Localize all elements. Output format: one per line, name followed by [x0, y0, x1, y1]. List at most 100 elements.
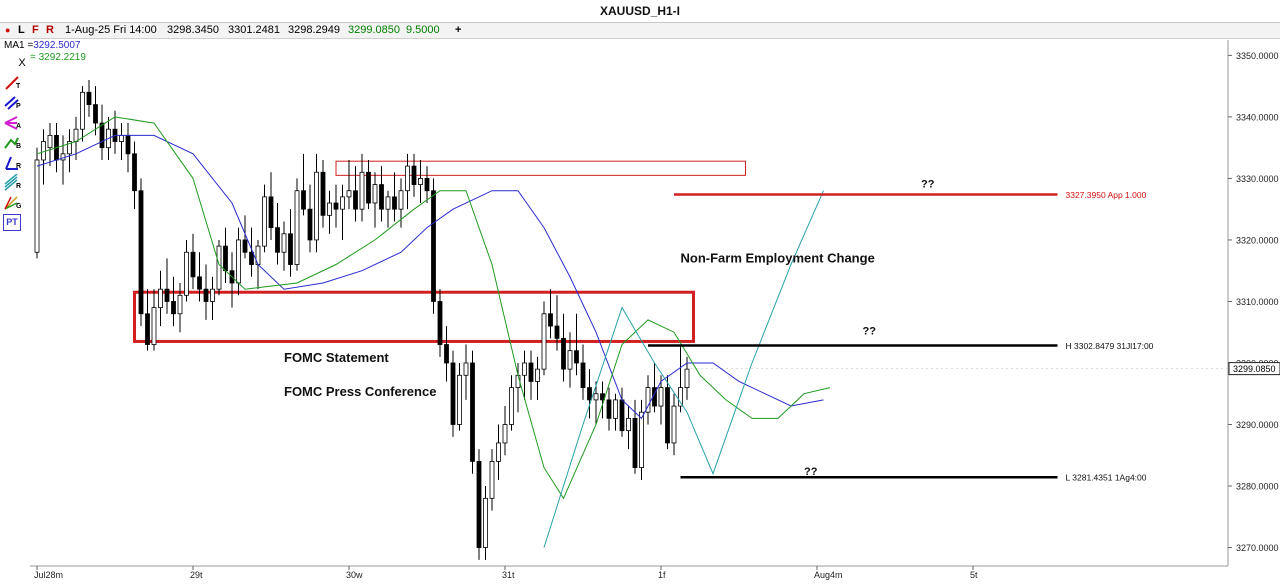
- bar-high: 3301.2481: [228, 24, 280, 36]
- candle-body: [340, 196, 345, 210]
- add-symbol-icon[interactable]: +: [455, 24, 462, 36]
- y-tick-label: 3270.0000: [1236, 543, 1279, 553]
- candle-body: [41, 141, 46, 161]
- candle-body: [366, 171, 371, 204]
- candle-body: [320, 171, 326, 216]
- candle-body: [619, 399, 625, 432]
- candle-body: [372, 184, 378, 204]
- candle-body: [379, 184, 384, 210]
- x-tick-label: 31t: [502, 570, 515, 580]
- ma-label: MA1 =: [4, 40, 34, 51]
- candle-body: [639, 411, 644, 468]
- ray-tool[interactable]: R: [3, 154, 23, 172]
- candle-body: [249, 251, 254, 265]
- drawing-toolbar: X T P A B R R G PT: [3, 54, 26, 233]
- candle-body: [151, 307, 157, 345]
- bar-close: 3299.0850: [348, 24, 400, 36]
- candle-body: [216, 245, 222, 290]
- bar-low: 3298.2949: [288, 24, 340, 36]
- candle-body: [398, 190, 404, 210]
- candle-body: [197, 276, 202, 290]
- candle-body: [463, 362, 469, 376]
- candle-body: [678, 387, 683, 407]
- brush-tool[interactable]: B: [3, 134, 23, 152]
- candle-body: [359, 171, 365, 210]
- candle-body: [93, 104, 98, 124]
- event-label: Non-Farm Employment Change: [681, 251, 875, 266]
- candle-body: [613, 399, 618, 419]
- candle-body: [418, 178, 423, 185]
- candle-body: [333, 202, 339, 210]
- candle-body: [405, 165, 410, 192]
- level-label: 3327.3950 App 1.000: [1066, 190, 1147, 200]
- candle-body: [99, 122, 105, 149]
- question-mark-label: ??: [921, 179, 935, 191]
- candle-body: [457, 374, 462, 425]
- ma1-line: [36, 134, 824, 420]
- x-tick-label: 5t: [970, 570, 978, 580]
- candle-body: [67, 141, 72, 155]
- candle-body: [262, 196, 267, 247]
- question-mark-label: ??: [804, 466, 818, 478]
- ray-icon: [5, 156, 18, 170]
- mode-button-l[interactable]: L: [18, 24, 25, 36]
- candle-body: [203, 288, 209, 302]
- candle-body: [561, 337, 566, 370]
- candle-body: [502, 424, 508, 444]
- candle-body: [541, 313, 547, 370]
- record-dot-icon[interactable]: ●: [5, 25, 11, 35]
- trendline-tool[interactable]: T: [3, 74, 23, 92]
- candle-body: [171, 301, 176, 315]
- annotations: FOMC Statement FOMC Press Conference Non-F…: [284, 179, 935, 478]
- candle-body: [125, 134, 131, 155]
- ma2-line: [36, 116, 831, 500]
- mode-button-r[interactable]: R: [46, 24, 54, 36]
- candle-body: [548, 313, 553, 327]
- brush-icon: [4, 137, 19, 149]
- pitchfork-icon: [4, 116, 18, 130]
- candle-body: [450, 362, 456, 425]
- candle-body: [424, 178, 430, 192]
- y-tick-label: 3320.0000: [1236, 235, 1279, 245]
- candle-body: [535, 368, 540, 382]
- candle-body: [60, 153, 66, 161]
- mode-button-f[interactable]: F: [32, 24, 39, 36]
- candle-body: [385, 196, 391, 210]
- pitchfork-tool[interactable]: A: [3, 114, 23, 132]
- pt-icon[interactable]: PT: [3, 214, 21, 231]
- y-tick-label: 3330.0000: [1236, 174, 1279, 184]
- candle-body: [314, 171, 319, 241]
- candle-body: [307, 208, 313, 241]
- support-zone: [133, 290, 695, 343]
- candle-body: [281, 233, 287, 253]
- candle-body: [606, 399, 612, 419]
- event-label: FOMC Statement: [284, 350, 389, 365]
- candle-body: [138, 190, 144, 315]
- regression-tool[interactable]: R: [3, 173, 23, 192]
- indicator-lines: [36, 116, 831, 548]
- bar-volume: 9.5000: [406, 24, 440, 36]
- candle-body: [177, 294, 183, 315]
- candle-body: [684, 368, 690, 388]
- candle-body: [626, 417, 631, 432]
- parallel-channel-tool[interactable]: P: [3, 94, 23, 112]
- close-icon[interactable]: X: [18, 57, 26, 69]
- candle-body: [119, 134, 124, 142]
- question-mark-label: ??: [863, 326, 877, 338]
- bar-datetime: 1-Aug-25 Fri 14:00: [65, 24, 157, 36]
- candle-body: [275, 227, 280, 253]
- trendline-icon: [5, 76, 19, 90]
- candle-body: [236, 239, 241, 284]
- y-tick-label: 3310.0000: [1236, 297, 1279, 307]
- candle-body: [346, 190, 352, 198]
- gann-tool[interactable]: G: [3, 194, 23, 212]
- candle-body: [411, 165, 417, 185]
- x-tick-label: 29t: [190, 570, 203, 580]
- candle-body: [587, 387, 592, 401]
- gann-icon: [4, 196, 18, 210]
- candles: [34, 79, 690, 560]
- candle-body: [671, 405, 677, 444]
- candle-body: [184, 251, 189, 296]
- ohlc-info-bar: ● L F R 1-Aug-25 Fri 14:00 3298.3450 330…: [0, 23, 1280, 39]
